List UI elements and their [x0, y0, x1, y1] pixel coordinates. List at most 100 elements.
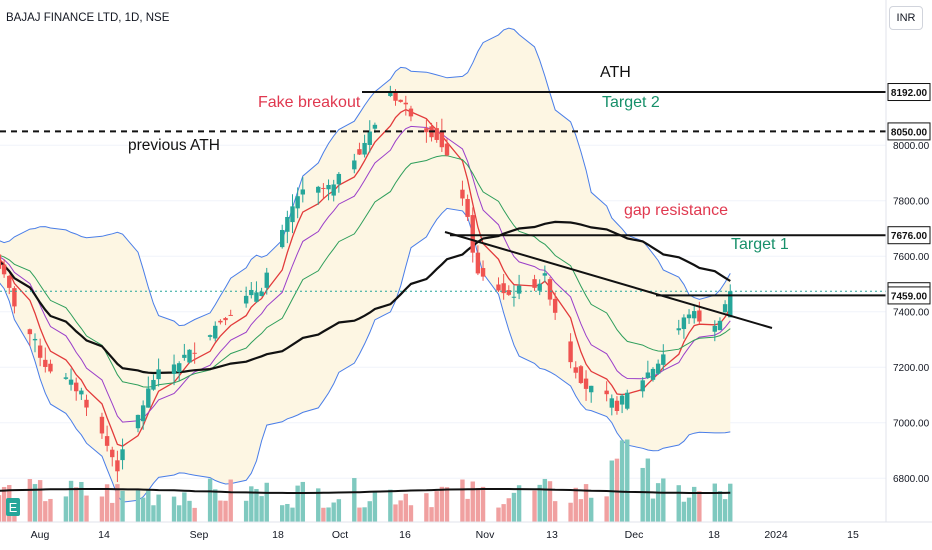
ema-fast-line [0, 108, 731, 447]
candle-body [213, 325, 218, 339]
volume-bar [115, 484, 120, 522]
volume-bar [228, 479, 233, 522]
volume-bar [367, 501, 372, 522]
moving-averages [0, 108, 731, 447]
candle-body [532, 279, 537, 288]
price-axis: 6800.00 7000.00 7200.00 7400.00 7600.00 7800.… [885, 0, 930, 522]
candle-body [578, 366, 584, 383]
volume-bar [48, 498, 53, 522]
volume-bar [316, 488, 321, 522]
candle-body [12, 288, 17, 307]
volume-bar [722, 499, 728, 522]
volume-bar [501, 504, 506, 522]
volume-bar [192, 507, 197, 522]
candle-body [511, 296, 517, 298]
volume-bar [403, 493, 408, 522]
volume-bar [398, 500, 403, 522]
volume-bar [692, 486, 697, 522]
trendline [444, 231, 773, 329]
volume-bar [578, 499, 584, 522]
candle-body [573, 367, 578, 373]
candle-body [697, 310, 702, 322]
ema-mid-line [0, 125, 731, 423]
volume-bar [408, 505, 414, 522]
time-axis: Aug 14 Sep 18 Oct 16 Nov 13 Dec 18 2024 15 [0, 521, 932, 541]
candle-body [146, 388, 151, 408]
currency-button[interactable]: INR [889, 6, 923, 30]
y-tick-label: 7000.00 [893, 418, 930, 429]
y-tick-label: 7600.00 [893, 252, 930, 263]
annotation-previous-ath: previous ATH [128, 137, 220, 154]
volume-bar [470, 481, 475, 522]
candle-body [645, 372, 651, 378]
candle-body [388, 92, 393, 97]
volume-bar [506, 498, 511, 522]
candle-body [243, 295, 249, 304]
candle-body [717, 320, 723, 331]
volume-bar [259, 496, 264, 522]
candle-body [434, 128, 439, 140]
volume-bar [336, 499, 342, 522]
candle-body [249, 289, 254, 296]
candle-body [625, 392, 630, 409]
volume-bar [1, 486, 7, 522]
volume-bar [465, 498, 470, 522]
volume-bar [213, 489, 218, 522]
volume-bar [655, 483, 661, 522]
y-tick-label: 7200.00 [893, 363, 930, 374]
volume-bar [135, 490, 141, 522]
volume-bar [285, 503, 290, 522]
volume-bar [460, 479, 465, 522]
volume-bar [480, 486, 486, 522]
candle-body [63, 377, 69, 379]
candle-body [27, 329, 33, 335]
price-levels: 8192.008050.007676.007474.207459.00ATHFa… [0, 64, 931, 329]
candle-body [501, 283, 506, 294]
volume-bar [151, 505, 156, 522]
candle-body [321, 187, 326, 189]
volume-bar [182, 492, 187, 522]
candle-body [681, 317, 687, 330]
volume-bar [568, 502, 573, 522]
volume-bar [444, 487, 450, 522]
candle-body [661, 354, 666, 365]
price-label: 8050.00 [887, 122, 931, 141]
candle-body [439, 130, 445, 148]
volume-bar [295, 485, 300, 522]
candle-body [542, 273, 548, 276]
candle-body [177, 363, 182, 373]
candle-body [552, 298, 558, 313]
candle-body [37, 345, 43, 358]
volume-bar [243, 500, 249, 522]
volume-bar [223, 500, 228, 522]
price-label-text: 7459.00 [891, 291, 928, 302]
candle-body [403, 102, 408, 105]
candle-body [264, 272, 269, 288]
candle-body [290, 206, 295, 223]
price-label: 8192.00 [887, 83, 931, 102]
price-label-text: 7676.00 [891, 231, 928, 242]
volume-bar [32, 484, 38, 522]
volume-bar [728, 483, 733, 522]
candle-body [187, 349, 192, 363]
volume-bar [661, 478, 666, 522]
volume-bar [99, 496, 105, 522]
candle-body [676, 328, 681, 331]
candle-body [228, 314, 233, 316]
candle-body [640, 380, 645, 392]
volume-bar [357, 507, 362, 522]
x-tick-label: 2024 [764, 529, 788, 541]
candle-body [692, 311, 697, 319]
ema-slow-line [0, 155, 731, 388]
x-tick-label: 14 [98, 529, 110, 541]
x-tick-label: 16 [399, 529, 411, 541]
candle-body [32, 338, 38, 341]
volume-bar [424, 493, 429, 522]
volume-bar [264, 482, 269, 522]
candle-body [48, 363, 53, 372]
volume-bar [583, 484, 589, 522]
volume-bar [280, 505, 285, 522]
bollinger-lower [0, 207, 731, 503]
volume-bar [712, 483, 717, 522]
